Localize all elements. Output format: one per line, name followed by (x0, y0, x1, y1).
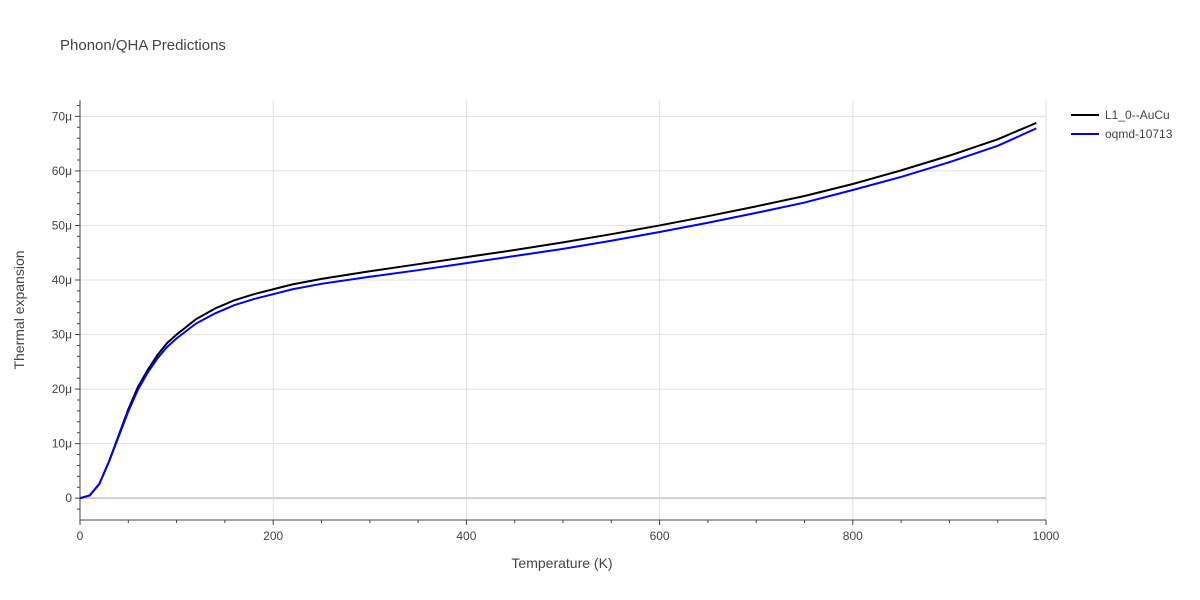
y-tick-label: 60μ (52, 164, 72, 178)
chart-title: Phonon/QHA Predictions (60, 37, 226, 54)
y-tick-label: 0 (65, 491, 72, 505)
y-tick-label: 30μ (52, 328, 72, 342)
y-tick-label: 40μ (52, 273, 72, 287)
legend-label-1: L1_0--AuCu (1105, 108, 1170, 122)
x-axis-title: Temperature (K) (511, 555, 612, 571)
axes: 0 200 400 600 800 1000 0 10μ 20μ 30μ 40μ 50μ 60μ 70μ (52, 100, 1060, 543)
legend: L1_0--AuCu oqmd-10713 (1071, 108, 1173, 141)
x-tick-label: 1000 (1033, 529, 1060, 543)
series-layer (79, 121, 1037, 500)
x-tick-label: 800 (843, 529, 863, 543)
y-tick-label: 50μ (52, 218, 72, 232)
y-axis-title: Thermal expansion (11, 250, 27, 369)
legend-label-2: oqmd-10713 (1105, 127, 1173, 141)
y-tick-label: 20μ (52, 382, 72, 396)
y-tick-label: 70μ (52, 109, 72, 123)
series-line-2 (79, 127, 1037, 500)
x-tick-label: 600 (650, 529, 670, 543)
x-tick-label: 200 (263, 529, 283, 543)
x-tick-label: 400 (456, 529, 476, 543)
y-tick-label: 10μ (52, 437, 72, 451)
grid (80, 100, 1047, 520)
x-tick-label: 0 (77, 529, 84, 543)
